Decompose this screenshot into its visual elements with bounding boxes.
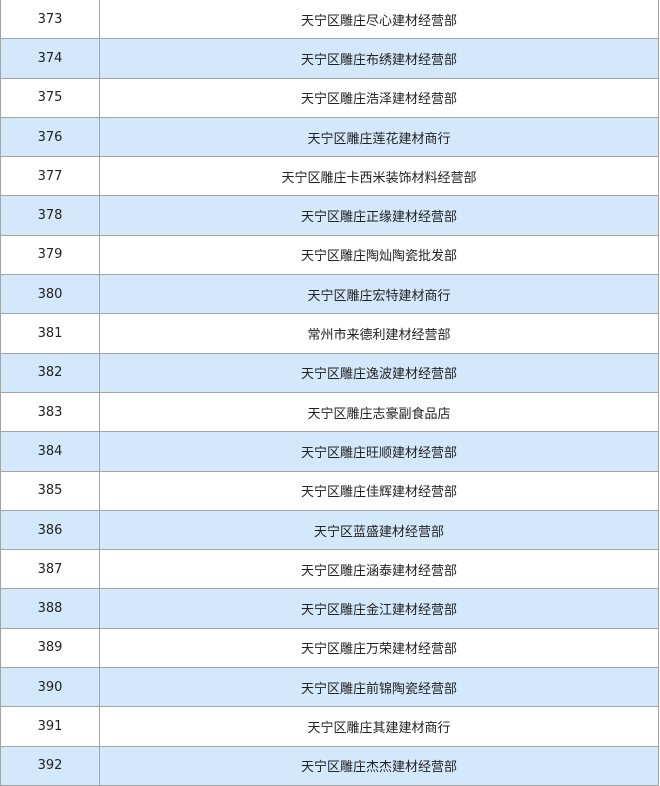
row-number: 390: [0, 667, 100, 708]
row-number: 378: [0, 195, 100, 236]
table-row: 389 天宁区雕庄万荣建材经营部: [0, 627, 659, 669]
row-number: 379: [0, 234, 100, 276]
business-name: 天宁区雕庄志豪副食品店: [99, 391, 659, 433]
table-row: 386 天宁区蓝盛建材经营部: [0, 509, 659, 551]
business-name: 天宁区蓝盛建材经营部: [99, 509, 659, 551]
table-row: 383 天宁区雕庄志豪副食品店: [0, 391, 659, 433]
business-name: 天宁区雕庄金江建材经营部: [99, 588, 659, 629]
business-name: 天宁区雕庄陶灿陶瓷批发部: [99, 234, 659, 276]
row-number: 383: [0, 391, 100, 433]
table-row: 385 天宁区雕庄佳辉建材经营部: [0, 470, 659, 511]
row-number: 384: [0, 431, 100, 472]
row-number: 391: [0, 706, 100, 747]
business-name: 天宁区雕庄宏特建材商行: [99, 274, 659, 315]
table-row: 378 天宁区雕庄正缘建材经营部: [0, 195, 659, 236]
table-row: 373 天宁区雕庄尽心建材经营部: [0, 0, 659, 40]
row-number: 375: [0, 77, 100, 118]
table-row: 388 天宁区雕庄金江建材经营部: [0, 588, 659, 629]
row-number: 381: [0, 313, 100, 354]
business-name: 天宁区雕庄莲花建材商行: [99, 116, 659, 158]
business-name: 常州市来德利建材经营部: [99, 313, 659, 354]
row-number: 373: [0, 0, 100, 40]
business-name: 天宁区雕庄涵泰建材经营部: [99, 549, 659, 590]
business-name: 天宁区雕庄卡西米装饰材料经营部: [99, 156, 659, 197]
table-row: 375 天宁区雕庄浩泽建材经营部: [0, 77, 659, 118]
business-name: 天宁区雕庄佳辉建材经营部: [99, 470, 659, 511]
business-name: 天宁区雕庄其建建材商行: [99, 706, 659, 747]
table-row: 387 天宁区雕庄涵泰建材经营部: [0, 549, 659, 590]
business-name: 天宁区雕庄逸波建材经营部: [99, 352, 659, 393]
row-number: 389: [0, 627, 100, 669]
table-row: 381 常州市来德利建材经营部: [0, 313, 659, 354]
business-name: 天宁区雕庄旺顺建材经营部: [99, 431, 659, 472]
table-row: 382 天宁区雕庄逸波建材经营部: [0, 352, 659, 393]
row-number: 377: [0, 156, 100, 197]
business-name: 天宁区雕庄布绣建材经营部: [99, 38, 659, 79]
row-number: 386: [0, 509, 100, 551]
table-row: 374 天宁区雕庄布绣建材经营部: [0, 38, 659, 79]
business-name: 天宁区雕庄前锦陶瓷经营部: [99, 667, 659, 708]
table-row: 376 天宁区雕庄莲花建材商行: [0, 116, 659, 158]
row-number: 376: [0, 116, 100, 158]
row-number: 392: [0, 745, 100, 786]
business-name: 天宁区雕庄尽心建材经营部: [99, 0, 659, 40]
business-name: 天宁区雕庄万荣建材经营部: [99, 627, 659, 669]
row-number: 385: [0, 470, 100, 511]
table-row: 390 天宁区雕庄前锦陶瓷经营部: [0, 667, 659, 708]
table-row: 392 天宁区雕庄杰杰建材经营部: [0, 745, 659, 786]
row-number: 382: [0, 352, 100, 393]
table-row: 377 天宁区雕庄卡西米装饰材料经营部: [0, 156, 659, 197]
table-row: 380 天宁区雕庄宏特建材商行: [0, 274, 659, 315]
business-name: 天宁区雕庄浩泽建材经营部: [99, 77, 659, 118]
row-number: 374: [0, 38, 100, 79]
table-row: 379 天宁区雕庄陶灿陶瓷批发部: [0, 234, 659, 276]
business-name: 天宁区雕庄杰杰建材经营部: [99, 745, 659, 786]
row-number: 388: [0, 588, 100, 629]
row-number: 387: [0, 549, 100, 590]
business-name: 天宁区雕庄正缘建材经营部: [99, 195, 659, 236]
row-number: 380: [0, 274, 100, 315]
table-row: 391 天宁区雕庄其建建材商行: [0, 706, 659, 747]
table-row: 384 天宁区雕庄旺顺建材经营部: [0, 431, 659, 472]
